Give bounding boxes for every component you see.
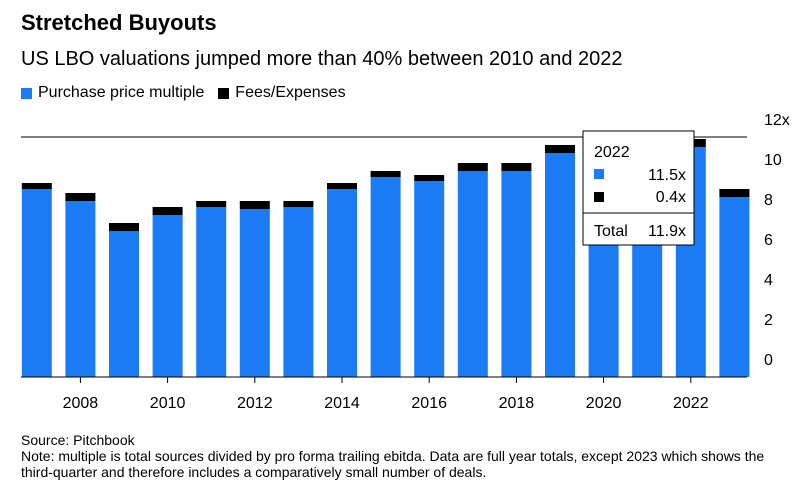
- chart-legend: Purchase price multiple Fees/Expenses: [21, 84, 346, 102]
- bar-purchase-2017: [457, 171, 488, 377]
- y-tick-label-12: 12x: [764, 112, 790, 129]
- bar-fees-2015: [370, 171, 401, 177]
- x-tick-label-2016: 2016: [411, 395, 447, 412]
- x-tick-label-2014: 2014: [324, 395, 360, 412]
- bar-purchase-2008: [65, 201, 96, 377]
- x-tick-label-2020: 2020: [586, 395, 622, 412]
- bar-purchase-2007: [21, 189, 52, 377]
- legend-swatch-purchase-price: [21, 87, 32, 99]
- bar-purchase-2016: [414, 181, 445, 377]
- bar-fees-2008: [65, 193, 96, 201]
- y-tick-label-4: 4: [764, 272, 773, 289]
- bar-purchase-2013: [283, 207, 314, 377]
- legend-item-purchase-price: Purchase price multiple: [21, 84, 204, 102]
- x-axis: 2008 2010 2012 2014 2016 2018 2020 2022: [63, 377, 709, 412]
- chart-title: Stretched Buyouts: [21, 10, 217, 35]
- bar-purchase-2011: [196, 207, 227, 377]
- y-tick-label-0: 0: [764, 352, 773, 369]
- x-tick-label-2022: 2022: [673, 395, 709, 412]
- bar-fees-2016: [414, 175, 445, 181]
- x-tick-label-2008: 2008: [63, 395, 99, 412]
- bar-fees-2007: [21, 183, 52, 189]
- legend-item-fees: Fees/Expenses: [218, 84, 346, 102]
- bar-fees-2023: [719, 189, 750, 197]
- y-tick-label-10: 10: [764, 152, 782, 169]
- bar-fees-2018: [501, 163, 532, 171]
- bar-purchase-2010: [152, 215, 183, 377]
- legend-label-fees: Fees/Expenses: [235, 84, 346, 101]
- bar-fees-2011: [196, 201, 227, 207]
- tooltip-value-purchase: 11.5x: [648, 167, 686, 184]
- bar-purchase-2014: [327, 189, 357, 377]
- chart-subtitle: US LBO valuations jumped more than 40% b…: [21, 48, 623, 70]
- tooltip-swatch-fees: [594, 192, 604, 202]
- bar-fees-2009: [109, 223, 139, 231]
- bar-purchase-2019: [545, 153, 575, 377]
- x-tick-label-2010: 2010: [150, 395, 186, 412]
- tooltip-year: 2022: [594, 144, 630, 161]
- bars-group: [21, 139, 750, 377]
- legend-label-purchase-price: Purchase price multiple: [38, 84, 205, 101]
- tooltip-2022: 2022 11.5x 0.4x Total 11.9x: [582, 130, 695, 246]
- bar-purchase-2012: [239, 209, 270, 377]
- bar-purchase-2009: [109, 231, 139, 377]
- bar-fees-2010: [152, 207, 183, 215]
- bar-fees-2012: [239, 201, 270, 209]
- y-axis: 0 2 4 6 8 10 12x: [764, 112, 790, 369]
- x-tick-label-2018: 2018: [499, 395, 535, 412]
- tooltip-total-label: Total: [594, 223, 628, 240]
- tooltip-box: [582, 130, 695, 246]
- bar-fees-2013: [283, 201, 314, 207]
- footnote: Source: Pitchbook Note: multiple is tota…: [21, 432, 791, 480]
- source-note: Source: Pitchbook: [21, 432, 135, 448]
- tooltip-total-value: 11.9x: [648, 223, 686, 240]
- y-tick-label-2: 2: [764, 312, 773, 329]
- bar-fees-2014: [327, 183, 357, 189]
- methodology-note: Note: multiple is total sources divided …: [21, 448, 765, 480]
- bar-purchase-2015: [370, 177, 401, 377]
- tooltip-swatch-purchase: [594, 169, 604, 179]
- x-tick-label-2012: 2012: [237, 395, 273, 412]
- tooltip-value-fees: 0.4x: [656, 189, 686, 206]
- bar-purchase-2018: [501, 171, 532, 377]
- y-tick-label-8: 8: [764, 192, 773, 209]
- legend-swatch-fees: [218, 87, 230, 99]
- bar-fees-2019: [545, 145, 575, 153]
- y-tick-label-6: 6: [764, 232, 773, 249]
- bar-purchase-2023: [719, 197, 750, 377]
- bar-fees-2017: [457, 163, 488, 171]
